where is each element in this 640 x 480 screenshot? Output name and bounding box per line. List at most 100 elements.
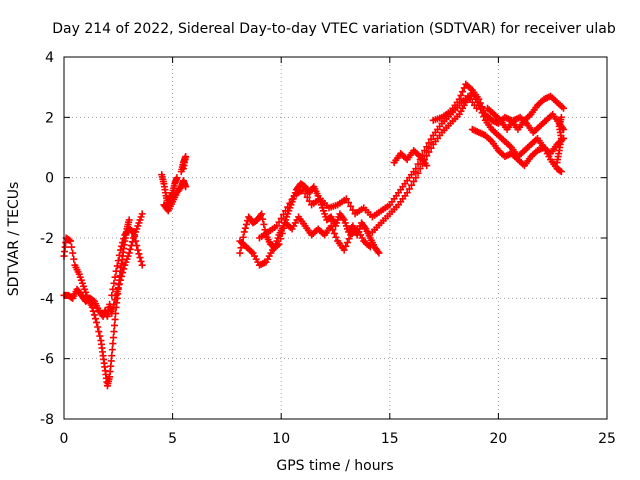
data-point: [111, 315, 119, 323]
x-tick-label: 5: [168, 431, 177, 447]
data-point: [242, 220, 250, 228]
data-point: [416, 165, 424, 173]
data-point: [475, 95, 483, 103]
data-point: [126, 245, 134, 253]
data-point: [108, 291, 116, 299]
data-point: [109, 334, 117, 342]
data-point: [111, 273, 119, 281]
data-point: [427, 144, 435, 152]
data-point: [342, 195, 350, 203]
data-point: [427, 135, 435, 143]
data-point: [125, 249, 133, 257]
x-tick-label: 15: [381, 431, 399, 447]
data-point: [118, 272, 126, 280]
data-point: [130, 228, 138, 236]
data-point: [257, 211, 265, 219]
data-point: [113, 288, 121, 296]
data-point: [277, 235, 285, 243]
x-tick-label: 25: [598, 431, 616, 447]
data-point: [275, 218, 283, 226]
y-tick-label: -2: [40, 231, 54, 247]
data-point: [116, 276, 124, 284]
x-tick-label: 20: [489, 431, 507, 447]
data-point: [125, 216, 133, 224]
y-axis-label: SDTVAR / TECUs: [6, 182, 22, 297]
data-point: [414, 169, 422, 177]
data-point: [279, 211, 287, 219]
data-point: [239, 233, 247, 241]
data-point: [280, 224, 288, 232]
data-point: [327, 222, 335, 230]
data-point: [345, 235, 353, 243]
data-point: [109, 285, 117, 293]
data-point: [94, 323, 102, 331]
data-point: [115, 251, 123, 259]
data-point: [425, 139, 433, 147]
data-point: [136, 254, 144, 262]
y-tick-label: 2: [45, 110, 54, 126]
y-tick-label: 0: [45, 171, 54, 187]
data-point: [284, 203, 292, 211]
data-point: [132, 237, 140, 245]
chart-title: Day 214 of 2022, Sidereal Day-to-day VTE…: [52, 21, 616, 37]
plot-frame: [63, 56, 608, 420]
data-point: [241, 224, 249, 232]
data-point: [305, 197, 313, 205]
data-point: [131, 232, 139, 240]
data-point: [329, 226, 337, 234]
data-point: [120, 265, 128, 273]
x-tick-label: 0: [60, 431, 69, 447]
data-point: [299, 186, 307, 194]
data-point: [560, 104, 568, 112]
y-tick-label: 4: [45, 50, 54, 66]
data-point: [349, 206, 357, 214]
data-point: [133, 242, 141, 250]
data-point: [259, 215, 267, 223]
data-point: [423, 143, 431, 151]
data-point: [67, 237, 75, 245]
data-point: [282, 207, 290, 215]
data-point: [332, 233, 340, 241]
data-point: [96, 332, 104, 340]
x-tick-label: 10: [272, 431, 290, 447]
data-point: [361, 223, 369, 231]
data-point: [557, 168, 565, 176]
data-point: [110, 300, 118, 308]
x-axis-label: GPS time / hours: [276, 458, 393, 474]
tick-labels: 0 5 10 15 20 25 -8 -6 -4 -2 0 2 4: [40, 50, 616, 447]
data-point: [408, 181, 416, 189]
data-point: [119, 269, 127, 277]
data-point: [412, 174, 420, 182]
data-point: [330, 229, 338, 237]
data-point: [340, 246, 348, 254]
data-point: [343, 239, 351, 247]
data-point: [278, 229, 286, 237]
data-point: [423, 152, 431, 160]
data-point: [303, 193, 311, 201]
data-point: [114, 284, 122, 292]
data-point: [70, 255, 78, 263]
data-point: [288, 196, 296, 204]
data-point: [108, 309, 116, 317]
data-point: [455, 95, 463, 103]
data-point: [277, 214, 285, 222]
data-point: [260, 220, 268, 228]
data-point: [68, 243, 76, 251]
data-point: [110, 321, 118, 329]
data-point: [119, 239, 127, 247]
data-point: [405, 185, 413, 193]
data-point: [111, 296, 119, 304]
data-point: [182, 183, 190, 191]
data-point: [69, 249, 77, 257]
data-point: [108, 346, 116, 354]
data-point: [476, 99, 484, 107]
data-point: [108, 352, 116, 360]
data-point: [457, 91, 465, 99]
y-tick-label: -8: [40, 412, 54, 428]
data-point: [459, 88, 467, 96]
data-point: [557, 113, 565, 121]
data-point: [173, 174, 181, 182]
data-point: [120, 235, 128, 243]
data-point: [478, 103, 486, 111]
